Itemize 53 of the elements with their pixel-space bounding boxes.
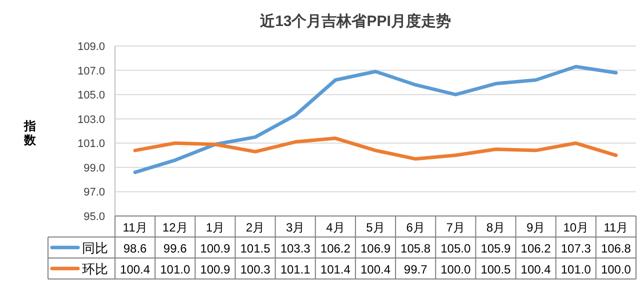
x-tick-label: 8月 [486,220,506,234]
y-tick-label: 107.0 [77,65,105,78]
y-tick-label: 95.0 [84,211,105,223]
x-tick-label: 7月 [446,220,465,234]
data-label: 103.3 [280,242,311,256]
data-label: 105.0 [440,242,471,256]
data-label: 101.0 [160,262,190,276]
x-tick-label: 6月 [406,220,425,234]
x-tick-label: 11月 [604,220,628,234]
x-tick-label: 1月 [206,220,225,234]
data-label: 105.9 [480,242,512,256]
legend-label: 环比 [82,262,108,276]
data-label: 100.9 [200,242,231,256]
data-label: 107.3 [560,242,592,256]
data-label: 100.4 [520,262,552,276]
data-label: 101.0 [560,262,592,276]
y-tick-label: 97.0 [84,186,105,199]
y-tick-label: 105.0 [77,90,105,102]
y-axis-title: 指数 [23,119,37,147]
x-tick-label: 11月 [122,220,148,234]
data-label: 101.5 [240,242,271,256]
data-label: 106.2 [320,242,351,256]
y-tick-label: 99.0 [84,162,105,174]
legend-label: 同比 [82,240,108,256]
data-label: 106.2 [520,242,552,256]
data-label: 100.4 [120,262,150,276]
data-label: 106.8 [600,242,632,256]
data-label: 100.5 [480,262,512,276]
data-label: 100.9 [200,262,231,276]
x-tick-label: 9月 [526,220,546,234]
data-label: 99.6 [163,242,188,256]
x-tick-label: 4月 [326,220,345,234]
data-label: 99.7 [404,262,428,276]
data-label: 100.0 [440,262,471,276]
y-tick-label: 101.0 [77,138,105,150]
line-series [133,64,618,174]
data-label: 98.6 [123,242,148,256]
chart-title: 近13个月吉林省PPI月度走势 [259,12,451,30]
x-tick-label: 5月 [366,220,385,234]
y-tick-label: 109.0 [77,41,105,53]
data-label: 101.1 [280,262,311,276]
x-tick-label: 10月 [563,220,589,234]
x-tick-label: 2月 [246,220,265,234]
data-label: 106.9 [360,242,391,256]
y-tick-label: 103.0 [77,114,105,126]
data-label: 101.4 [320,262,351,276]
line-series [133,136,618,161]
x-tick-label: 3月 [286,220,305,234]
data-label: 100.4 [360,262,391,276]
data-label: 100.3 [240,262,271,276]
x-tick-label: 12月 [162,220,188,234]
data-label: 100.0 [600,262,632,276]
data-label: 105.8 [400,242,431,256]
